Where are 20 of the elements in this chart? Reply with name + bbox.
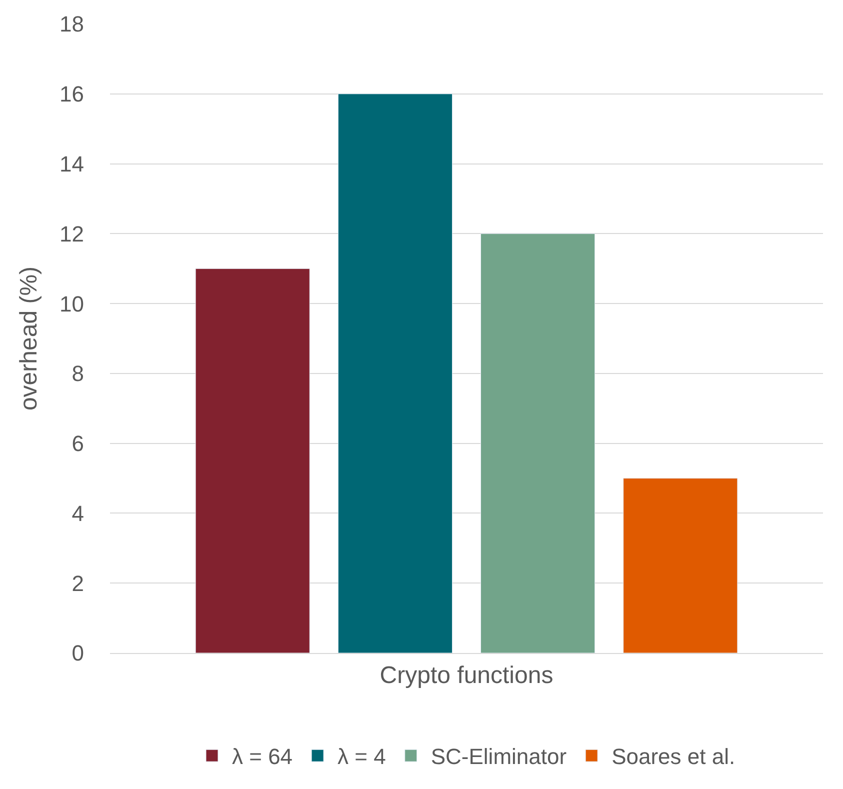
y-axis-title: overhead (%) bbox=[16, 266, 43, 411]
legend-label: Soares et al. bbox=[612, 744, 736, 770]
bar bbox=[195, 268, 310, 653]
y-tick-label: 16 bbox=[60, 82, 84, 107]
bar bbox=[338, 94, 452, 653]
y-tick-label: 4 bbox=[72, 500, 84, 526]
legend-label: λ = 64 bbox=[232, 744, 293, 770]
y-tick-label: 10 bbox=[60, 291, 84, 316]
bar bbox=[623, 478, 738, 653]
legend-label: SC-Eliminator bbox=[430, 744, 567, 770]
y-tick-label: 6 bbox=[72, 431, 84, 456]
y-tick-label: 8 bbox=[72, 361, 84, 386]
legend-label: λ = 4 bbox=[338, 744, 386, 770]
y-tick-label: 18 bbox=[60, 12, 84, 37]
y-tick-label: 0 bbox=[72, 640, 84, 666]
y-tick-label: 2 bbox=[72, 570, 84, 596]
y-tick-label: 14 bbox=[60, 151, 84, 176]
y-tick-label: 12 bbox=[60, 221, 84, 246]
bar bbox=[480, 233, 596, 653]
x-tick-label: Crypto functions bbox=[380, 662, 554, 689]
